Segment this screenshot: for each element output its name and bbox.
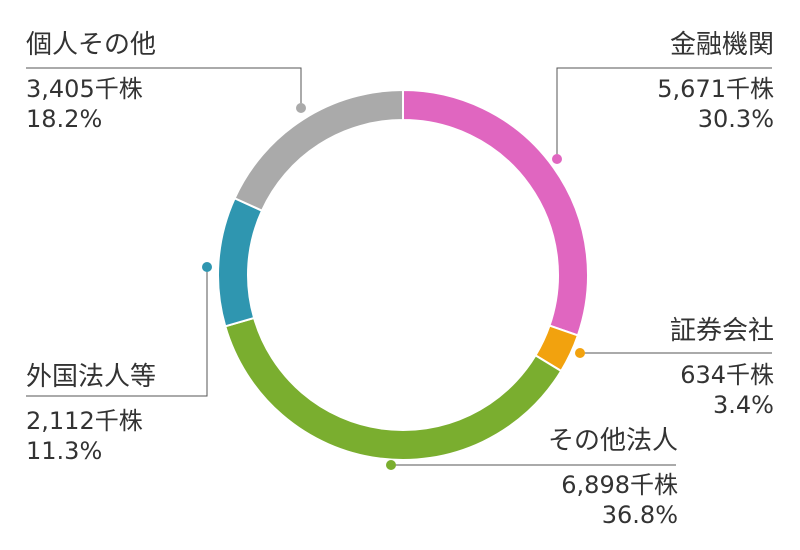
label-value: 6,898千株 [561, 471, 678, 499]
leader-dot-shoken [575, 348, 585, 358]
label-percent: 11.3% [26, 437, 103, 465]
label-shoken: 証券会社 634千株 3.4% [670, 314, 774, 420]
slice-kinyu [402, 88, 589, 337]
leader-dot-kojin [296, 103, 306, 113]
label-sonota-hojin: その他法人 6,898千株 36.8% [548, 424, 678, 530]
leader-dot-sonota-hojin [386, 460, 396, 470]
leader-dot-kinyu [552, 154, 562, 164]
leader-gaikoku [26, 267, 208, 397]
label-kinyu: 金融機関 5,671千株 30.3% [657, 28, 774, 134]
slice-gaikoku [217, 196, 264, 328]
slice-kojin [233, 88, 404, 212]
label-percent: 30.3% [697, 105, 774, 133]
label-percent: 18.2% [26, 105, 103, 133]
label-value: 3,405千株 [26, 75, 143, 103]
label-value: 634千株 [680, 361, 774, 389]
label-value: 2,112千株 [26, 407, 143, 435]
label-name: 個人その他 [26, 30, 157, 60]
leader-kojin [26, 67, 302, 108]
slice-sonota-hojin [224, 316, 563, 461]
label-percent: 36.8% [601, 501, 678, 529]
label-name: その他法人 [547, 426, 678, 456]
label-kojin: 個人その他 3,405千株 18.2% [26, 28, 156, 134]
label-name: 証券会社 [669, 316, 774, 346]
label-percent: 3.4% [713, 391, 774, 419]
leader-kinyu [556, 67, 772, 159]
label-value: 5,671千株 [657, 75, 774, 103]
label-name: 外国法人等 [26, 362, 157, 392]
label-name: 金融機関 [669, 30, 774, 60]
leader-dot-gaikoku [202, 262, 212, 272]
label-gaikoku: 外国法人等 2,112千株 11.3% [26, 360, 156, 466]
